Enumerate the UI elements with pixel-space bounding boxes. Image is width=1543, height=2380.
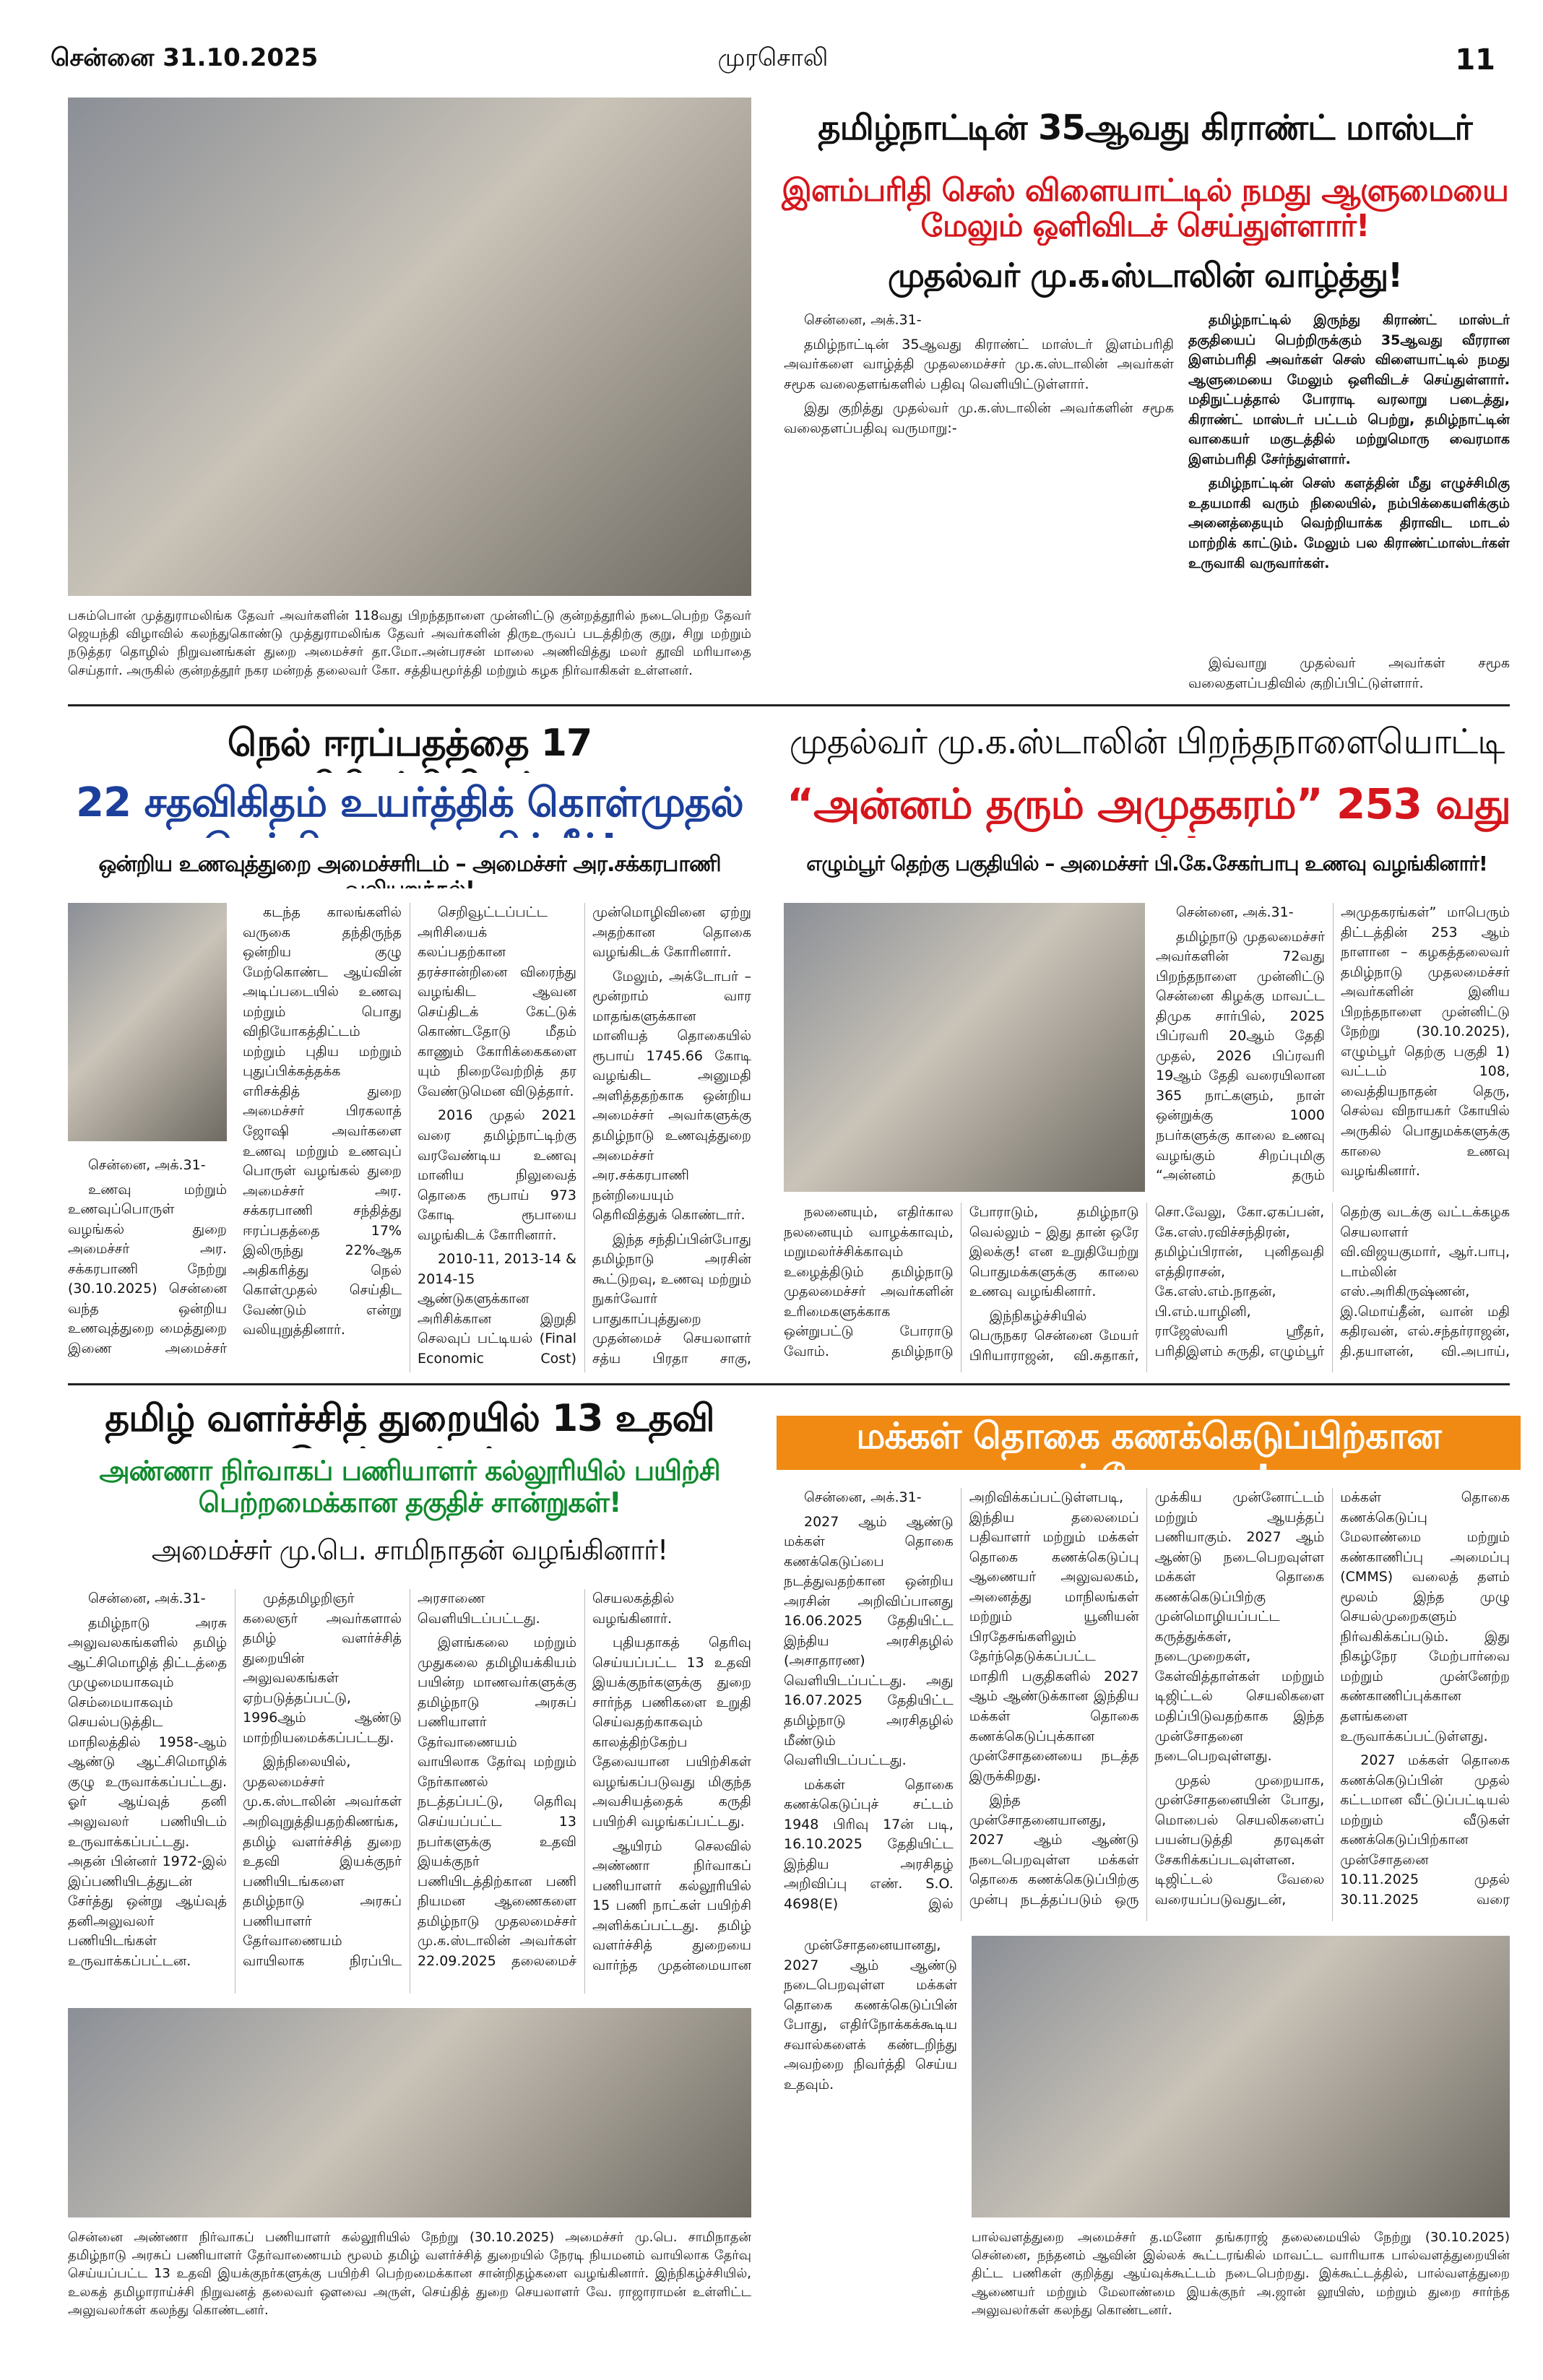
article-closing: இவ்வாறு முதல்வர் அவர்கள் சமூக வலைதளப்பதி…: [1188, 654, 1510, 690]
kicker: முதல்வர் மு.க.ஸ்டாலின் பிறந்தநாளையொட்டி: [789, 722, 1505, 762]
headline: 22 சதவிகிதம் உயர்த்திக் கொள்முதல் செய்தி…: [76, 780, 744, 838]
headline: மக்கள் தொகை கணக்கெடுப்பிற்கான முன்சோதனை!: [777, 1416, 1521, 1470]
paragraph: நலனையும், எதிர்கால நலனையும் வாழக்காவும்,…: [784, 1204, 1139, 1359]
photo: [68, 2008, 751, 2217]
paragraph: சென்னை, அக்.31-: [804, 312, 922, 328]
page-number: 11: [1455, 43, 1495, 77]
kicker: தமிழ் வளர்ச்சித் துறையில் 13 உதவி இயக்கு…: [105, 1398, 714, 1448]
article-body: சென்னை, அக்.31- தமிழ்நாடு அரசு அலுவலகங்கள…: [68, 1589, 751, 1994]
paragraph: மக்கள் தொகை கணக்கெடுப்புச் சட்டம் 1948 ப…: [784, 1489, 1139, 1912]
divider: [68, 1383, 1510, 1385]
paragraph: சென்னை, அக்.31-: [804, 1489, 922, 1505]
photo: [784, 903, 1145, 1192]
paragraph: மேலும், அக்டோபர் – மூன்றாம் வார மாதங்களு…: [592, 968, 751, 1224]
article-body: சென்னை, அக்.31- உணவு மற்றும் உணவுப்பொருள்…: [68, 1156, 227, 1372]
paragraph: இந்த முன்சோதனையானது, 2027 ஆம் ஆண்டு நடைப…: [969, 1489, 1325, 1908]
paragraph: செறிவூட்டப்பட்ட அரிசியைக் கலப்பதற்கான தர…: [418, 904, 576, 1099]
photo: [68, 903, 227, 1141]
article-body: கடந்த காலங்களில் வருகை தந்திருந்த ஒன்றிய…: [243, 903, 751, 1372]
paragraph: தமிழ்நாடு அரசு அலுவலகங்களில் தமிழ் ஆட்சி…: [68, 1614, 227, 1969]
photo: [68, 98, 751, 596]
paragraph: முதல் முறையாக, முன்சோதனையின் போது, மொபைல…: [1154, 1489, 1510, 1908]
paragraph: தமிழ்நாட்டின் செஸ் களத்தின் மீது எழுச்சி…: [1188, 475, 1510, 571]
paragraph: 2027 மக்கள் தொகை கணக்கெடுப்பின் முதல் கட…: [1340, 1752, 1510, 1908]
kicker: தமிழ்நாட்டின் 35ஆவது கிராண்ட் மாஸ்டர்: [818, 108, 1472, 148]
headline: இளம்பரிதி செஸ் விளையாட்டில் நமது ஆளுமையை…: [782, 173, 1509, 245]
paragraph: முத்தமிழறிஞர் கலைஞர் அவர்களால் தமிழ் வளர…: [243, 1591, 402, 1746]
article-body: முன்சோதனையானது, 2027 ஆம் ஆண்டு நடைபெறவுள…: [784, 1936, 957, 2217]
paragraph: 2016 முதல் 2021 வரை தமிழ்நாட்டிற்கு வரவே…: [418, 1107, 576, 1243]
article-body: சென்னை, அக்.31- தமிழ்நாடு முதலமைச்சர் அவர…: [1156, 903, 1510, 1192]
paragraph: சென்னை, அக்.31-: [1176, 904, 1294, 920]
kicker: நெல் ஈரப்பதத்தை 17 சதவிகிதத்திலிருந்து: [227, 722, 592, 773]
paragraph: புதியதாகத் தெரிவு செய்யப்பட்ட 13 உதவி இய…: [592, 1635, 751, 1830]
paragraph: இந்நிகழ்ச்சியில் பெருநகர சென்னை மேயர் பி…: [969, 1204, 1510, 1364]
paragraph: ஆயிரம் செலவில் அண்ணா நிர்வாகப் பணியாளர் …: [592, 1838, 751, 1973]
paragraph: சென்னை, அக்.31-: [88, 1591, 206, 1606]
paragraph: தமிழ்நாடு முதலமைச்சர் அவர்களின் 72வது பி…: [1156, 904, 1510, 1184]
paragraph: முன்சோதனையானது, 2027 ஆம் ஆண்டு நடைபெறவுள…: [784, 1937, 957, 2093]
subhead: அமைச்சர் மு.பெ. சாமிநாதன் வழங்கினார்!: [151, 1535, 668, 1566]
paragraph: 2027 ஆம் ஆண்டு மக்கள் தொகை கணக்கெடுப்பை …: [784, 1513, 954, 1769]
paragraph: தமிழ்நாட்டில் இருந்து கிராண்ட் மாஸ்டர் த…: [1188, 312, 1510, 467]
subhead: ஒன்றிய உணவுத்துறை அமைச்சரிடம் – அமைச்சர்…: [98, 852, 721, 888]
headline-text: மக்கள் தொகை கணக்கெடுப்பிற்கான முன்சோதனை!: [856, 1416, 1442, 1470]
paragraph: இளங்கலை மற்றும் முதுகலை தமிழியக்கியம் பய…: [418, 1591, 675, 1969]
headline: அண்ணா நிர்வாகப் பணியாளர் கல்லூரியில் பயி…: [99, 1455, 720, 1518]
paragraph: இந்த சந்திப்பின்போது தமிழ்நாடு அரசின் கூ…: [592, 1231, 751, 1367]
paragraph: கடந்த காலங்களில் வருகை தந்திருந்த ஒன்றிய…: [243, 904, 402, 1338]
masthead: முரசொலி: [717, 43, 829, 72]
article-body: தமிழ்நாட்டில் இருந்து கிராண்ட் மாஸ்டர் த…: [1188, 311, 1510, 650]
paragraph: 2010-11, 2013-14 & 2014-15 ஆண்டுகளுக்கான…: [418, 904, 751, 1367]
paragraph: இது குறித்து முதல்வர் மு.க.ஸ்டாலின் அவர்…: [784, 400, 1174, 436]
photo-caption: சென்னை அண்ணா நிர்வாகப் பணியாளர் கல்லூரிய…: [68, 2230, 751, 2318]
article-body: சென்னை, அக்.31- தமிழ்நாட்டின் 35ஆவது கிரா…: [784, 311, 1174, 686]
paragraph: உணவு மற்றும் உணவுப்பொருள் வழங்கல் துறை அ…: [68, 1181, 227, 1356]
subhead: எழும்பூர் தெற்கு பகுதியில் – அமைச்சர் பி…: [806, 852, 1488, 875]
paragraph: சென்னை, அக்.31-: [88, 1157, 206, 1173]
photo-caption: பால்வளத்துறை அமைச்சர் த.மனோ தங்கராஜ் தலை…: [972, 2230, 1510, 2318]
photo-caption: பசும்பொன் முத்துராமலிங்க தேவர் அவர்களின்…: [68, 608, 751, 678]
photo: [972, 1936, 1510, 2217]
article-body: நலனையும், எதிர்கால நலனையும் வாழக்காவும்,…: [784, 1203, 1510, 1372]
headline: “அன்னம் தரும் அமுதகரம்” 253 வது நாள்!: [786, 780, 1511, 838]
subhead: முதல்வர் மு.க.ஸ்டாலின் வாழ்த்து!: [887, 256, 1403, 295]
paragraph: இந்நிலையில், முதலமைச்சர் மு.க.ஸ்டாலின் அ…: [243, 1591, 540, 1969]
paragraph: தமிழ்நாட்டின் 35ஆவது கிராண்ட் மாஸ்டர் இள…: [784, 336, 1174, 392]
article-body: சென்னை, அக்.31- 2027 ஆம் ஆண்டு மக்கள் தொக…: [784, 1488, 1510, 1921]
paragraph: இவ்வாறு முதல்வர் அவர்கள் சமூக வலைதளப்பதி…: [1188, 655, 1510, 690]
date: சென்னை 31.10.2025: [51, 43, 319, 72]
divider: [68, 704, 1510, 706]
